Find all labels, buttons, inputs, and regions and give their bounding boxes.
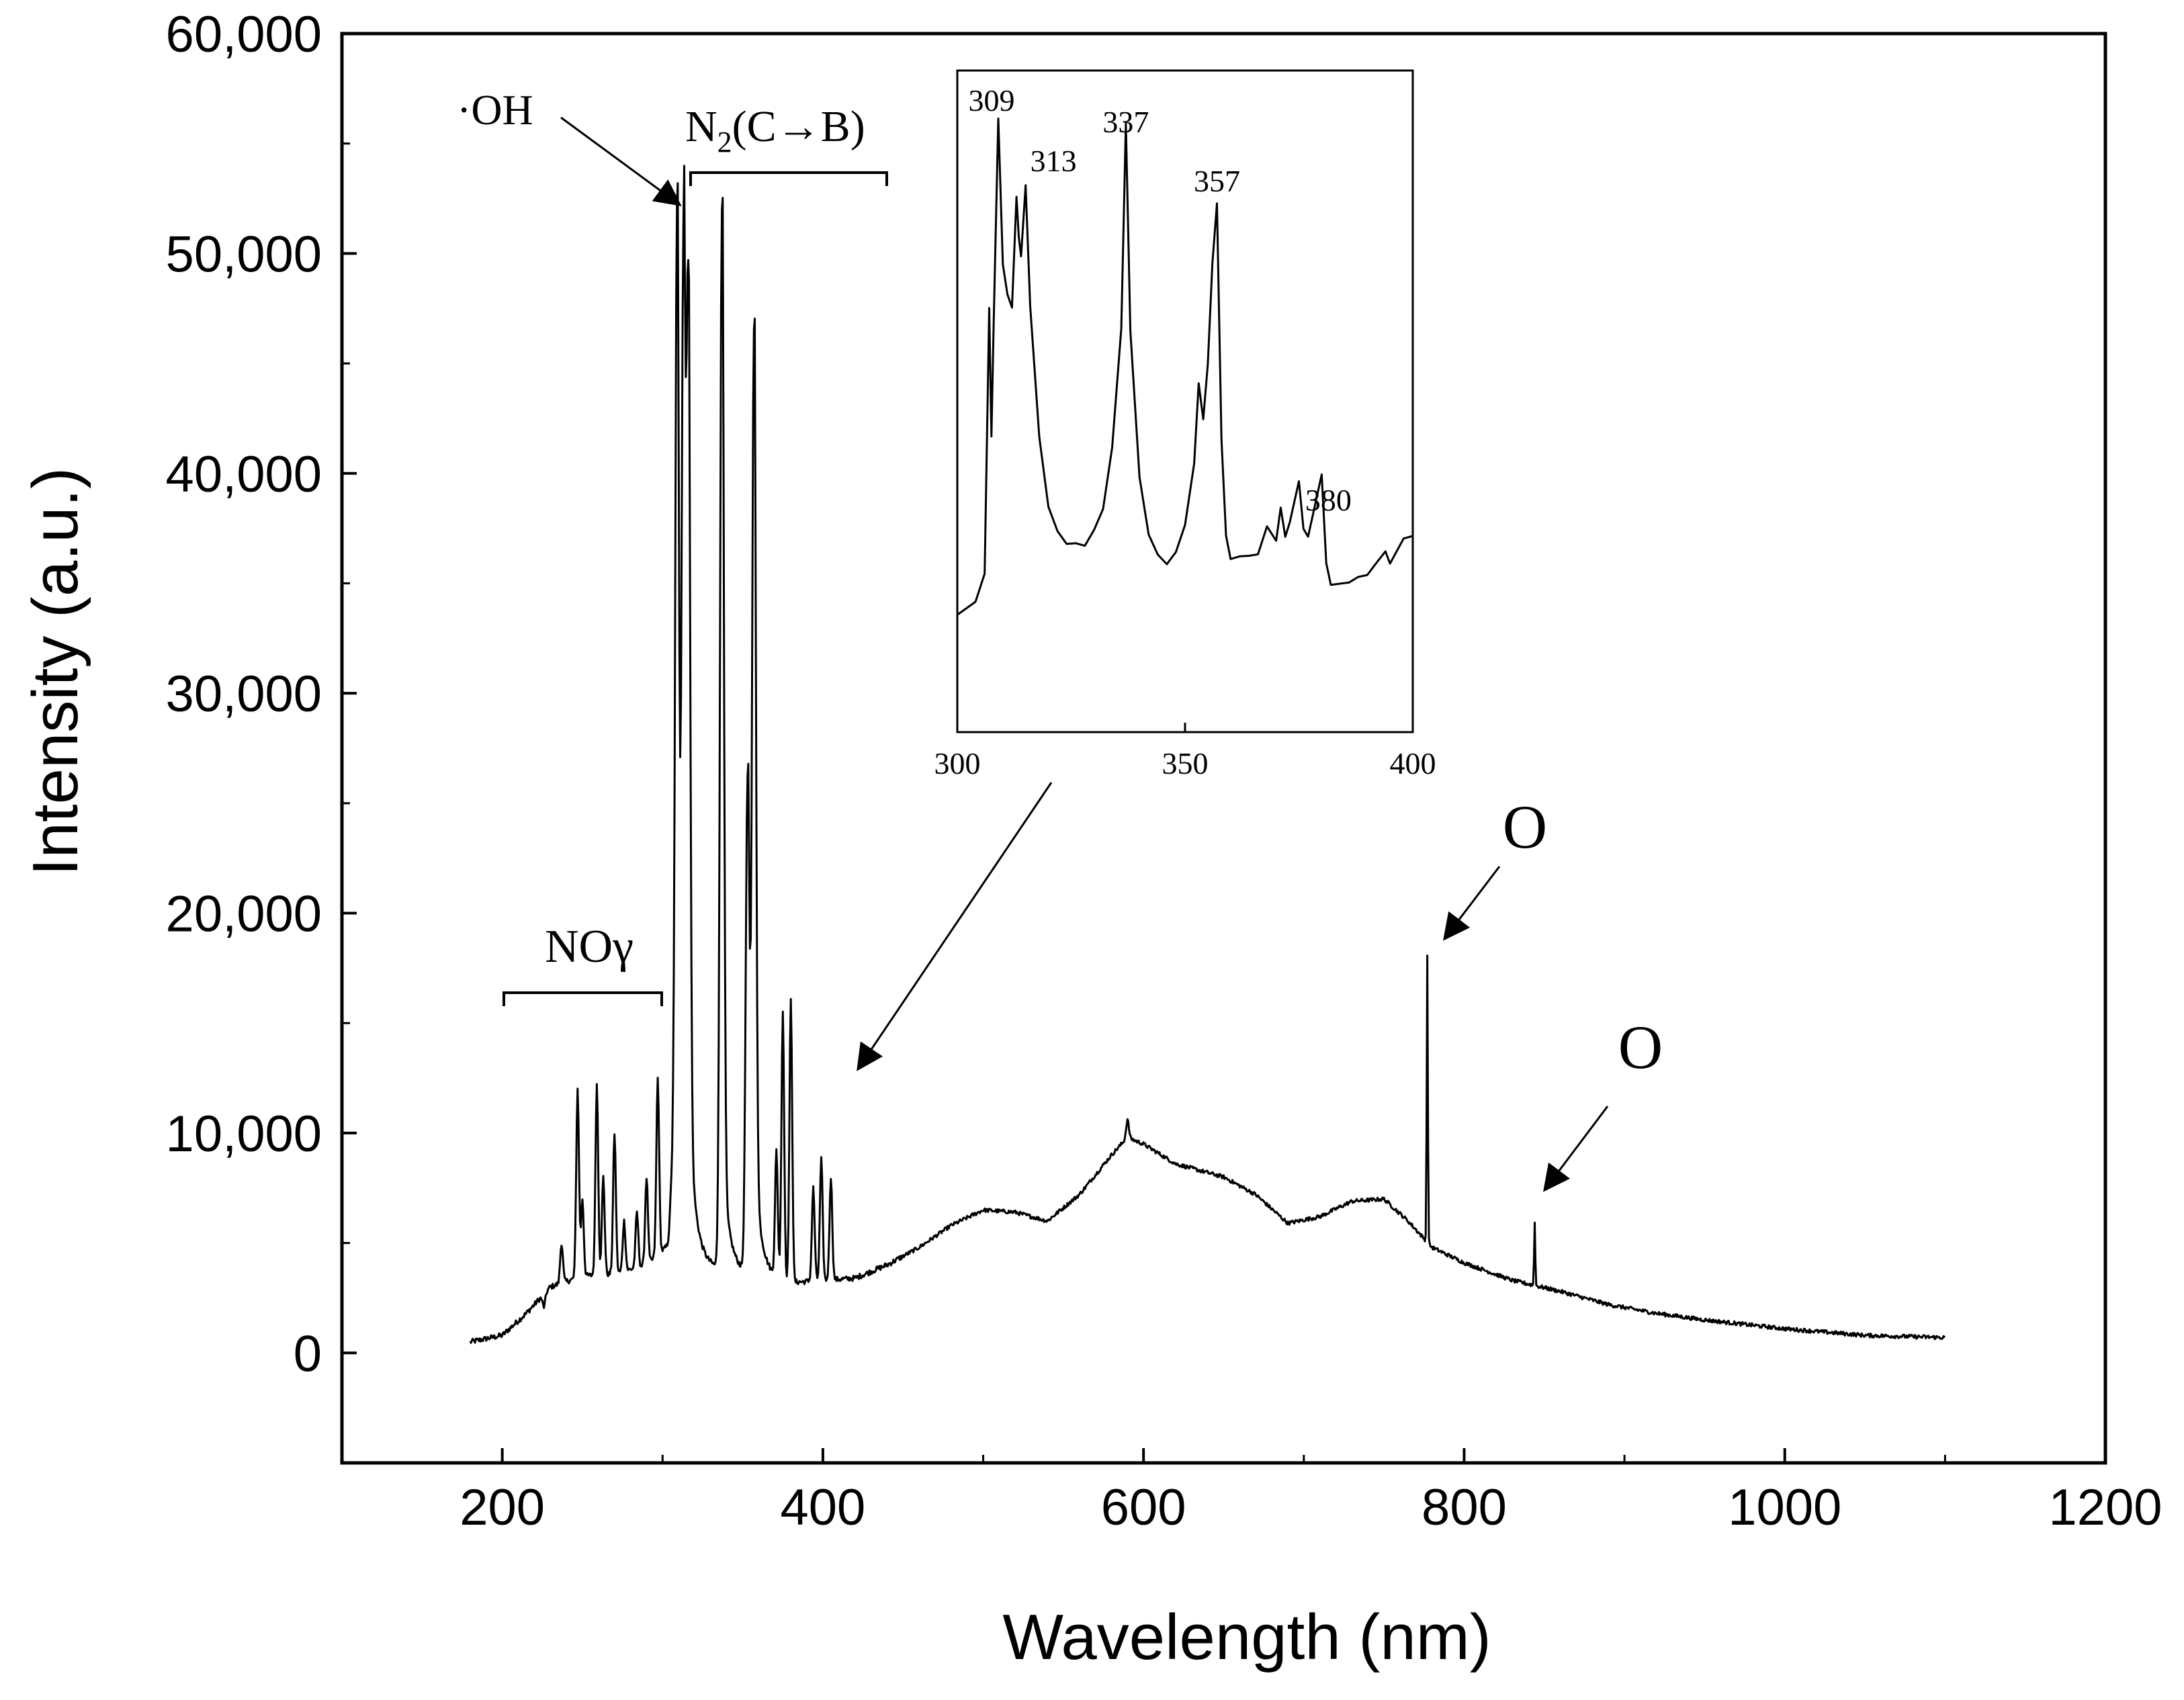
- n2-label-suffix: (C→B): [732, 102, 865, 151]
- y-tick-label: 0: [294, 1325, 322, 1382]
- y-tick-label: 30,000: [166, 666, 322, 723]
- x-tick-label: 200: [460, 1479, 545, 1536]
- y-tick-label: 40,000: [166, 446, 322, 503]
- inset-peak-labels: 309 313 337 357 380: [969, 83, 1352, 517]
- n2-label-prefix: N: [685, 102, 717, 151]
- o-label-844: O: [1618, 1013, 1663, 1081]
- inset-peak-label: 313: [1031, 144, 1077, 178]
- x-tick-label: 600: [1101, 1479, 1186, 1536]
- inset-peak-label: 337: [1102, 105, 1149, 139]
- o-arrow-844: [1542, 1106, 1609, 1192]
- inset-pointer-arrow: [857, 782, 1053, 1071]
- x-axis-ticks: 200 400 600 800 1000 1200: [341, 1448, 2163, 1536]
- x-tick-label: 1000: [1728, 1479, 1841, 1536]
- inset-spectrum-line: [957, 118, 1413, 616]
- inset-frame: [956, 69, 1414, 733]
- inset-tick-label: 400: [1390, 746, 1436, 780]
- inset-peak-label: 309: [969, 83, 1015, 118]
- x-tick-label: 400: [781, 1479, 866, 1536]
- inset-chart: 300 350 400 309 313 337 357 380: [934, 69, 1436, 780]
- no-gamma-label: NOγ: [545, 921, 634, 973]
- spectrum-line: [469, 165, 1946, 1344]
- x-tick-label: 1200: [2048, 1479, 2162, 1536]
- y-axis-title: Intensity (a.u.): [19, 467, 91, 876]
- inset-tick-label: 300: [934, 746, 981, 780]
- oh-arrow: [560, 116, 682, 206]
- inset-x-ticks: 300 350 400: [934, 723, 1436, 780]
- no-gamma-bracket: [503, 991, 663, 1006]
- y-tick-label: 10,000: [166, 1106, 322, 1163]
- n2-label: N2(C→B): [685, 102, 865, 159]
- oh-label: ·OH: [457, 86, 533, 134]
- inset-peak-label: 380: [1305, 483, 1352, 517]
- n2-bracket: [689, 171, 888, 186]
- o-label-777: O: [1503, 793, 1547, 861]
- y-tick-label: 50,000: [166, 226, 322, 283]
- x-tick-label: 800: [1422, 1479, 1507, 1536]
- o-arrow-777: [1442, 866, 1501, 941]
- n2-label-subscript: 2: [717, 126, 732, 159]
- y-tick-label: 60,000: [166, 6, 322, 63]
- y-axis-ticks: 0 10,000 20,000 30,000 40,000 50,000 60,000: [166, 6, 357, 1464]
- x-axis-title: Wavelength (nm): [1002, 1601, 1491, 1673]
- y-tick-label: 20,000: [166, 886, 322, 943]
- plot-frame: [340, 32, 2107, 1465]
- inset-peak-label: 357: [1194, 164, 1240, 198]
- inset-tick-label: 350: [1162, 746, 1209, 780]
